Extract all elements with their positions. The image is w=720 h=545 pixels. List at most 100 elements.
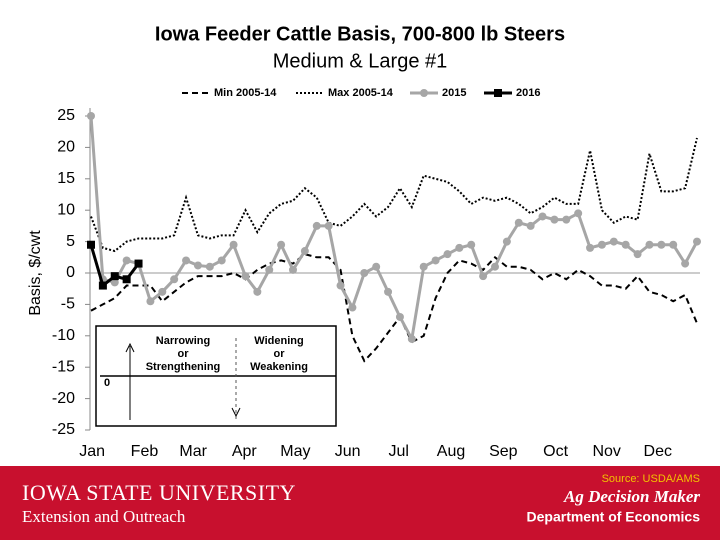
point [134,259,143,268]
point [514,218,523,227]
x-tick-label: May [280,443,310,460]
x-tick-label: Jan [79,443,105,460]
point [122,275,131,284]
point [645,240,654,249]
legend-label: 2016 [516,87,540,99]
y-tick-label: -20 [52,390,75,407]
point [146,297,155,306]
legend-marker [420,89,428,97]
point [300,247,309,256]
chart-title: Iowa Feeder Cattle Basis, 700-800 lb Ste… [155,23,565,45]
point [324,221,333,230]
chart-subtitle: Medium & Large #1 [273,50,448,72]
department: Department of Economics [527,509,701,525]
y-axis-label: Basis, $/cwt [27,230,44,316]
point [562,215,571,224]
university: Iowa State University [22,480,296,505]
point [455,243,464,252]
y-tick-label: 5 [66,233,75,250]
inset-label: Strengthening [146,361,221,373]
x-tick-label: Apr [232,443,258,460]
y-tick-label: 15 [57,170,75,187]
point [241,272,250,281]
y-tick-label: 25 [57,107,75,124]
point [170,275,179,284]
point [550,215,559,224]
point [289,265,297,274]
brand: Ag Decision Maker [563,487,700,506]
point [312,221,321,230]
point [633,250,642,259]
x-tick-label: Oct [543,443,568,460]
point [110,278,119,287]
inset-label: or [178,348,190,360]
point [122,256,131,265]
point [158,287,167,296]
y-tick-label: 20 [57,139,75,156]
point [217,256,226,265]
point [253,287,262,296]
y-tick-label: 0 [66,264,75,281]
point [621,240,630,249]
point [681,259,690,268]
inset-label: or [274,348,286,360]
inset-label: Weakening [250,361,308,373]
point [574,209,583,218]
point [205,262,214,271]
point [336,281,345,290]
inset-arrow-head [125,342,135,353]
legend-label: 2015 [442,87,466,99]
y-tick-label: -15 [52,358,75,375]
series-line [90,253,698,363]
point [372,262,381,271]
point [384,287,393,296]
point [609,237,618,246]
y-tick-label: -25 [52,421,75,438]
point [502,237,511,246]
point [467,240,476,249]
inset-label: Widening [254,335,303,347]
point [182,256,191,265]
point [407,334,416,343]
point [87,240,95,249]
y-tick-label: 10 [57,201,75,218]
point [277,240,286,249]
point [586,243,595,252]
point [693,237,701,246]
point [98,281,107,290]
point [669,240,678,249]
point [110,272,119,281]
x-tick-label: Feb [131,443,159,460]
x-tick-label: Dec [644,443,672,460]
extension: Extension and Outreach [22,507,186,526]
point [479,272,488,281]
point [348,303,357,312]
x-tick-label: Mar [179,443,207,460]
series-line [89,115,699,344]
x-tick-label: Jun [335,443,361,460]
point [597,240,606,249]
point [657,240,666,249]
footer-band [0,466,720,540]
plot: -25 -20 -15 -10 -5 0 5 10 15 20 25 Jan Feb Mar Apr May J… [52,87,701,460]
point [193,261,202,270]
inset-label: Narrowing [156,335,210,347]
point [360,269,369,277]
legend-marker [494,89,502,97]
y-tick-label: -10 [52,327,75,344]
x-tick-label: Jul [389,443,409,460]
source: Source: USDA/AMS [602,473,700,485]
point [526,221,535,230]
point [265,265,274,274]
point [491,262,499,271]
x-tick-label: Nov [592,443,620,460]
inset-zero: 0 [104,377,110,389]
series-line [90,137,698,253]
point [87,112,95,120]
legend-label: Min 2005-14 [214,87,277,99]
point [229,240,238,249]
point [538,212,547,221]
x-tick-label: Aug [437,443,465,460]
